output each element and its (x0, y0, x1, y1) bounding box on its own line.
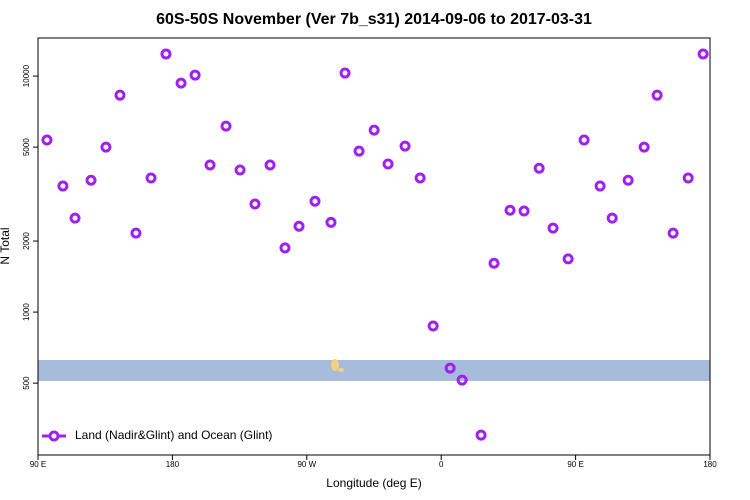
point (547, 222, 559, 234)
x-tick-label: 90 E (567, 460, 583, 469)
point (682, 172, 694, 184)
point (57, 180, 69, 192)
point (578, 134, 590, 146)
point (130, 227, 142, 239)
x-axis-label: Longitude (deg E) (326, 476, 421, 490)
point (279, 242, 291, 254)
land-patch (338, 368, 344, 372)
point (175, 77, 187, 89)
point (518, 205, 530, 217)
point (414, 172, 426, 184)
point (444, 362, 456, 374)
y-tick-label: 1000 (22, 303, 31, 321)
point (145, 172, 157, 184)
point (651, 89, 663, 101)
y-tick-label: 2000 (22, 232, 31, 250)
legend-marker (48, 430, 60, 442)
point (456, 374, 468, 386)
y-tick-label: 500 (22, 376, 31, 390)
land-patch (331, 359, 339, 371)
y-tick-label: 5000 (22, 138, 31, 156)
chart-title: 60S-50S November (Ver 7b_s31) 2014-09-06… (156, 11, 592, 28)
point (160, 48, 172, 60)
x-tick-label: 90 W (297, 460, 316, 469)
point (562, 253, 574, 265)
y-tick-label: 10000 (22, 64, 31, 87)
point (667, 227, 679, 239)
x-tick-label: 90 E (30, 460, 46, 469)
point (189, 69, 201, 81)
point (399, 140, 411, 152)
point (114, 89, 126, 101)
legend-label: Land (Nadir&Glint) and Ocean (Glint) (75, 428, 272, 442)
point (234, 164, 246, 176)
point (606, 212, 618, 224)
point (220, 120, 232, 132)
point (475, 429, 487, 441)
point (41, 134, 53, 146)
point (382, 158, 394, 170)
point (325, 216, 337, 228)
point (249, 198, 261, 210)
point (622, 174, 634, 186)
y-axis-label: N Total (0, 227, 12, 264)
point (204, 159, 216, 171)
point (368, 124, 380, 136)
point (533, 162, 545, 174)
point (85, 174, 97, 186)
point (293, 220, 305, 232)
point (504, 204, 516, 216)
point (353, 145, 365, 157)
point (427, 320, 439, 332)
point (488, 257, 500, 269)
map-strip (38, 360, 710, 381)
point (100, 141, 112, 153)
point (264, 159, 276, 171)
point (309, 195, 321, 207)
point (697, 48, 709, 60)
point (69, 212, 81, 224)
plot-frame (37, 37, 711, 456)
point (638, 141, 650, 153)
x-tick-label: 180 (703, 460, 717, 469)
point (594, 180, 606, 192)
x-tick-label: 180 (166, 460, 180, 469)
x-tick-label: 0 (439, 460, 444, 469)
point (339, 67, 351, 79)
